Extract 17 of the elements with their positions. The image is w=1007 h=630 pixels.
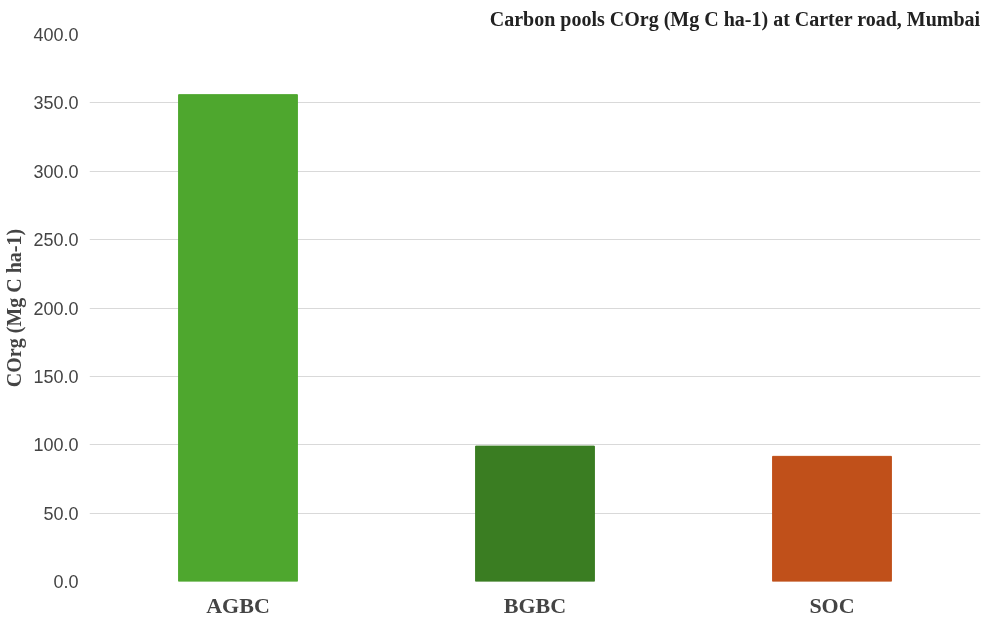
- y-tick-label: 250.0: [33, 230, 79, 251]
- y-tick-label: 200.0: [33, 298, 79, 319]
- bar: [178, 94, 298, 582]
- y-tick-label: 50.0: [43, 503, 79, 524]
- y-tick-label: 350.0: [33, 93, 79, 114]
- x-tick-label: AGBC: [206, 592, 270, 618]
- x-tick-label: SOC: [809, 592, 855, 618]
- chart-title: Carbon pools COrg (Mg C ha-1) at Carter road, Mumbai: [489, 7, 981, 31]
- y-tick-label: 100.0: [33, 435, 79, 456]
- bar: [772, 455, 892, 582]
- y-tick-label: 0.0: [53, 572, 79, 592]
- y-tick-label: 400.0: [33, 25, 79, 45]
- bar: [475, 445, 595, 582]
- y-tick-label: 300.0: [33, 161, 79, 182]
- y-axis-title: COrg (Mg C ha-1): [3, 228, 27, 388]
- x-tick-label: BGBC: [503, 592, 567, 618]
- y-tick-label: 150.0: [33, 366, 79, 387]
